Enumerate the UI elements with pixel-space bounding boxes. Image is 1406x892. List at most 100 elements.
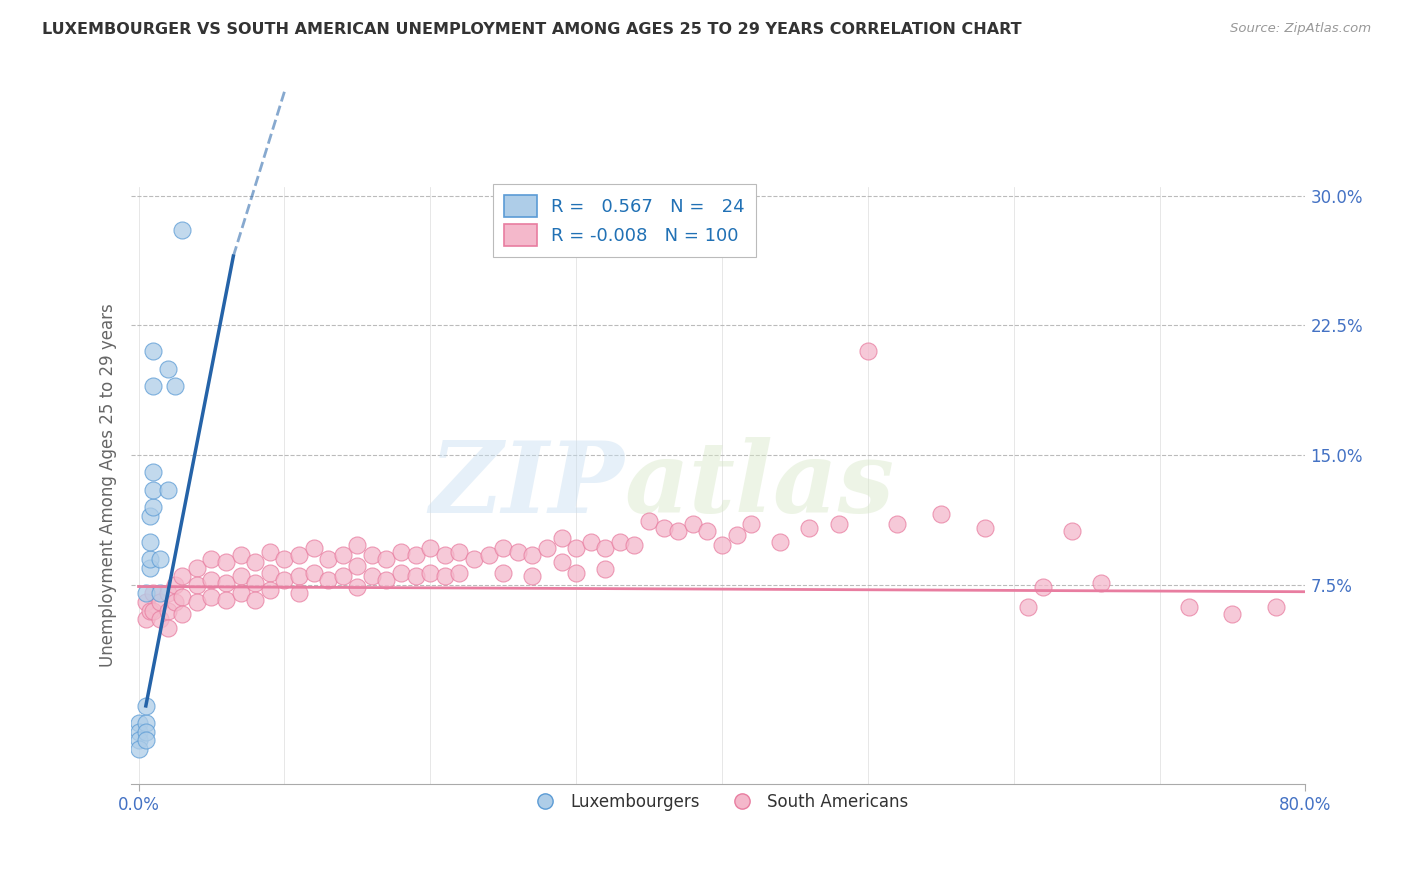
Point [652,521,675,535]
Point [245,555,267,569]
Point [135,595,157,609]
Point [609,534,631,549]
Point [156,586,179,600]
Point [163,578,186,592]
Point [799,521,821,535]
Point [156,621,179,635]
Point [128,724,150,739]
Point [346,538,368,552]
Point [492,541,515,556]
Point [273,552,295,566]
Point [856,344,879,359]
Point [139,560,162,574]
Point [200,573,222,587]
Text: atlas: atlas [624,437,894,533]
Point [1090,576,1112,591]
Point [229,569,252,583]
Point [1017,600,1039,615]
Point [506,545,529,559]
Point [128,742,150,756]
Point [142,586,165,600]
Point [259,545,281,559]
Point [288,549,311,563]
Point [172,569,194,583]
Text: Source: ZipAtlas.com: Source: ZipAtlas.com [1230,22,1371,36]
Point [973,521,995,535]
Point [375,573,398,587]
Point [135,586,157,600]
Point [886,517,908,532]
Point [449,545,471,559]
Point [316,573,339,587]
Point [593,562,616,576]
Point [696,524,718,538]
Point [139,604,162,618]
Point [522,549,544,563]
Point [623,538,645,552]
Point [139,534,162,549]
Point [682,517,704,532]
Point [259,582,281,597]
Text: LUXEMBOURGER VS SOUTH AMERICAN UNEMPLOYMENT AMONG AGES 25 TO 29 YEARS CORRELATIO: LUXEMBOURGER VS SOUTH AMERICAN UNEMPLOYM… [42,22,1022,37]
Point [142,483,165,497]
Point [142,344,165,359]
Point [666,524,689,538]
Point [245,593,267,607]
Point [1265,600,1288,615]
Point [361,549,384,563]
Point [149,595,172,609]
Point [405,569,427,583]
Point [1177,600,1199,615]
Point [172,590,194,604]
Point [419,566,441,580]
Point [229,586,252,600]
Point [389,566,412,580]
Point [375,552,398,566]
Point [478,549,501,563]
Point [135,733,157,747]
Text: ZIP: ZIP [429,437,624,533]
Point [522,569,544,583]
Point [135,698,157,713]
Point [259,566,281,580]
Point [827,517,849,532]
Point [316,552,339,566]
Point [139,552,162,566]
Point [389,545,412,559]
Point [200,590,222,604]
Point [1060,524,1083,538]
Point [302,541,325,556]
Point [142,466,165,480]
Point [172,607,194,622]
Point [186,595,208,609]
Point [149,586,172,600]
Point [346,580,368,594]
Point [135,612,157,626]
Point [449,566,471,580]
Point [128,716,150,731]
Point [156,361,179,376]
Point [433,549,456,563]
Point [492,566,515,580]
Point [302,566,325,580]
Point [769,534,792,549]
Point [638,514,661,528]
Point [135,724,157,739]
Point [332,549,354,563]
Point [579,534,602,549]
Point [419,541,441,556]
Point [725,527,748,541]
Point [332,569,354,583]
Legend: Luxembourgers, South Americans: Luxembourgers, South Americans [522,786,914,817]
Point [142,500,165,514]
Y-axis label: Unemployment Among Ages 25 to 29 years: Unemployment Among Ages 25 to 29 years [100,303,117,667]
Point [135,716,157,731]
Point [142,379,165,393]
Point [163,595,186,609]
Point [149,612,172,626]
Point [215,576,238,591]
Point [536,541,558,556]
Point [142,604,165,618]
Point [1222,607,1244,622]
Point [156,604,179,618]
